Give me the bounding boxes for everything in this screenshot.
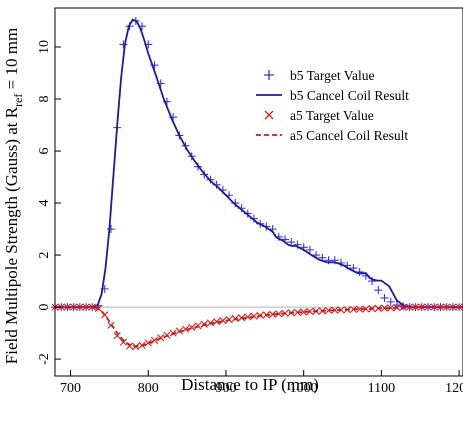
data-marker — [356, 305, 364, 313]
y-tick-label: -2 — [37, 353, 52, 365]
data-marker — [94, 304, 103, 312]
legend-label: a5 Cancel Coil Result — [290, 128, 408, 143]
x-tick-label: 900 — [215, 381, 236, 396]
data-marker — [387, 304, 395, 312]
data-marker — [331, 306, 339, 314]
legend-label: b5 Cancel Coil Result — [290, 88, 409, 103]
data-marker — [119, 40, 128, 49]
x-axis-title: Distance to IP (mm) — [181, 375, 319, 394]
data-marker — [324, 306, 333, 315]
data-marker — [57, 303, 65, 311]
plot-frame — [54, 7, 463, 377]
ticks-group: 700 800 900 1000 1100 1200 -2 0 2 4 6 8 10 — [37, 40, 463, 396]
series-line-3 — [55, 306, 463, 348]
data-marker — [436, 303, 445, 311]
x-tick-label: 700 — [60, 381, 81, 396]
data-marker — [106, 225, 115, 234]
data-marker — [300, 308, 308, 316]
x-tick-label: 1000 — [290, 381, 318, 396]
y-axis-title-subscript: ref — [11, 94, 25, 107]
y-tick-label: 4 — [37, 200, 52, 207]
data-marker — [412, 303, 420, 311]
legend-label: b5 Target Value — [290, 68, 375, 83]
data-marker — [275, 310, 283, 318]
data-marker — [374, 286, 383, 295]
data-marker — [380, 293, 389, 302]
y-axis-title: Field Multipole Strength (Gauss) at Rref… — [2, 28, 25, 364]
data-marker — [380, 304, 389, 312]
legend-entry-1: b5 Cancel Coil Result — [256, 88, 409, 103]
y-tick-label: 8 — [37, 96, 52, 103]
legend-marker-swatch — [264, 70, 274, 80]
data-marker — [219, 317, 227, 325]
data-marker — [82, 303, 90, 311]
legend-label: a5 Target Value — [290, 108, 374, 123]
data-marker — [287, 238, 296, 247]
series-markers-0 — [51, 17, 463, 312]
data-marker — [119, 338, 127, 346]
y-axis-title-main: Field Multipole Strength (Gauss) at R — [2, 106, 21, 364]
x-tick-label: 1200 — [445, 381, 463, 396]
y-tick-label: 6 — [37, 148, 52, 155]
data-marker — [88, 303, 96, 311]
data-marker — [113, 332, 121, 340]
legend-marker-swatch — [264, 110, 274, 120]
legend: b5 Target Value b5 Cancel Coil Result a5 T… — [256, 68, 409, 143]
x-tick-label: 1100 — [368, 381, 395, 396]
y-tick-label: 10 — [37, 40, 52, 54]
legend-entry-0: b5 Target Value — [264, 68, 375, 83]
y-tick-label: 2 — [37, 252, 52, 259]
legend-entry-3: a5 Cancel Coil Result — [256, 128, 408, 143]
data-marker — [269, 310, 277, 318]
series-group — [51, 17, 463, 351]
data-marker — [213, 318, 221, 326]
series-line-1 — [55, 18, 463, 309]
data-marker — [305, 245, 314, 254]
data-marker — [443, 303, 451, 311]
legend-entry-2: a5 Target Value — [264, 108, 374, 123]
data-marker — [244, 313, 252, 321]
x-tick-label: 800 — [138, 381, 159, 396]
data-marker — [386, 297, 395, 306]
y-tick-label: 0 — [37, 304, 52, 311]
y-axis-title-suffix: = 10 mm — [2, 28, 21, 94]
